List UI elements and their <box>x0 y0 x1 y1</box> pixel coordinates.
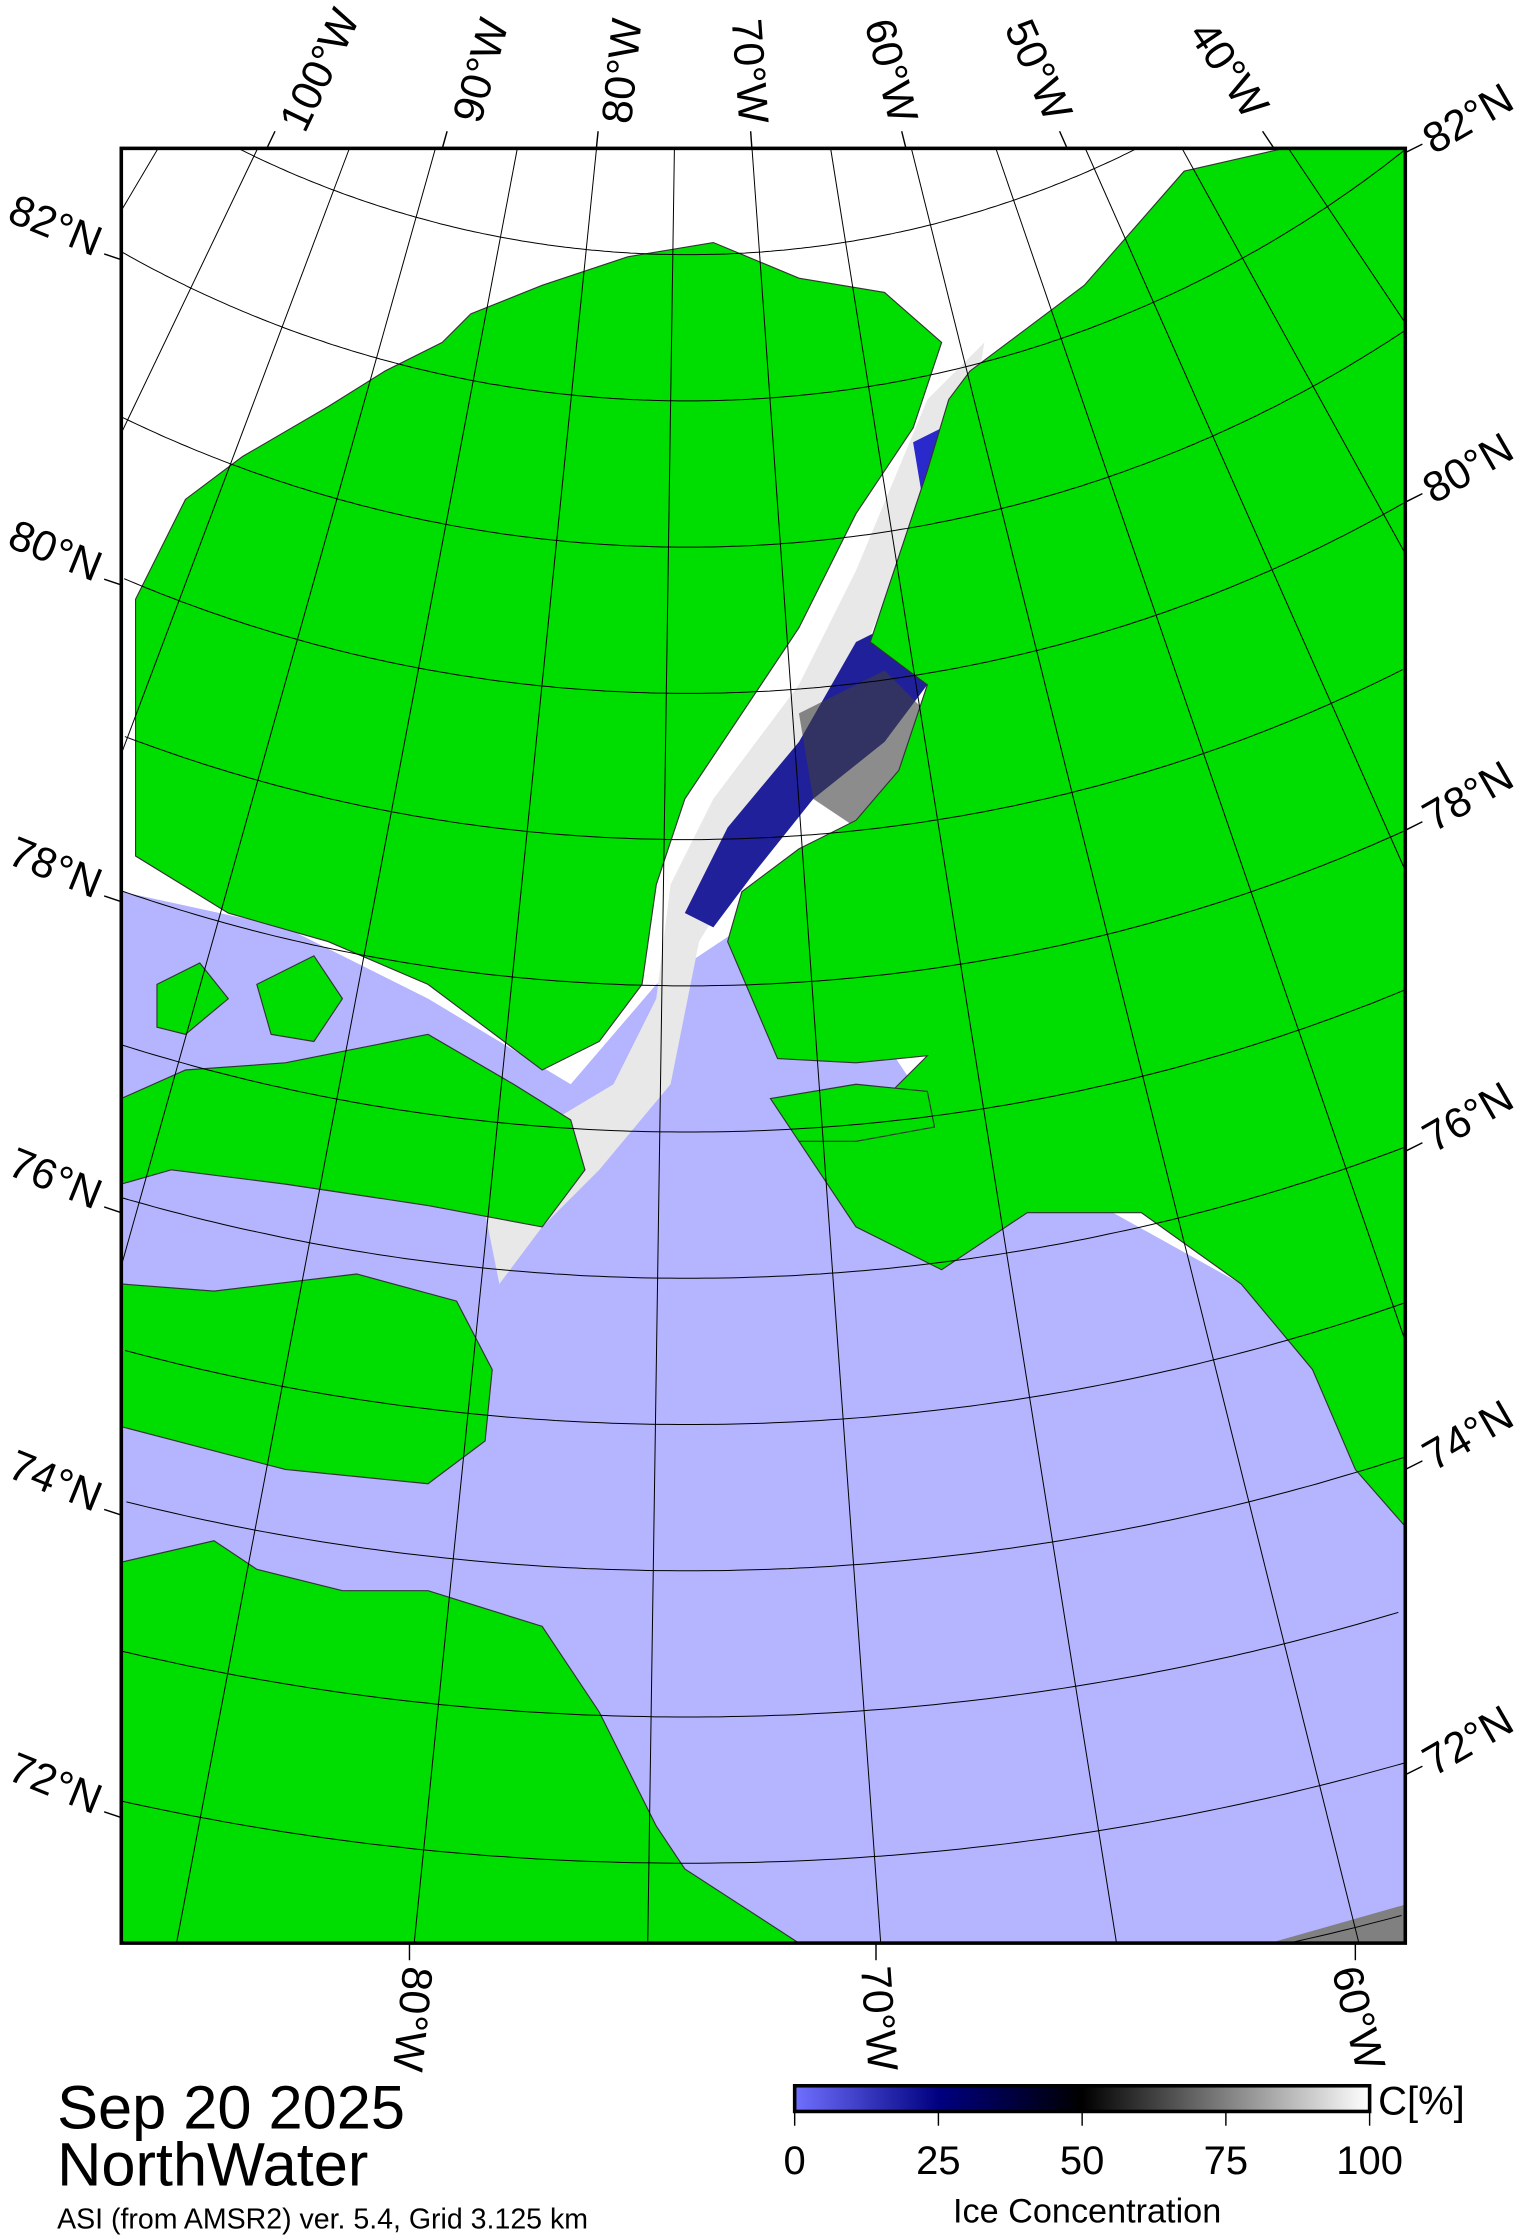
land-greenland-peninsula <box>769 1083 936 1142</box>
land-small-island <box>256 955 344 1043</box>
graticule-tick <box>103 1206 122 1214</box>
graticule-tick <box>103 1508 122 1516</box>
longitude-label-top: 80°W <box>593 16 651 126</box>
product-subtitle: ASI (from AMSR2) ver. 5.4, Grid 3.125 km <box>57 2203 588 2235</box>
colorbar-label: Ice Concentration <box>953 2193 1221 2231</box>
longitude-line <box>121 148 159 211</box>
longitude-label-top: 100°W <box>270 1 369 139</box>
map-area <box>121 148 1406 1944</box>
longitude-line <box>121 148 259 434</box>
latitude-label-right: 82°N <box>1415 74 1522 163</box>
graticule-tick <box>1404 821 1423 831</box>
longitude-label-top: 90°W <box>444 13 519 128</box>
colorbar-unit: C[%] <box>1378 2079 1465 2123</box>
longitude-label-bottom: 80°W <box>383 1964 441 2074</box>
longitude-label-top: 70°W <box>722 17 777 126</box>
latitude-line <box>121 148 1406 402</box>
nares-strait-ice <box>485 342 985 1284</box>
latitude-line <box>123 502 1404 694</box>
latitude-label-left: 78°N <box>2 828 109 908</box>
latitude-line <box>237 148 1139 256</box>
latitude-label-right: 80°N <box>1415 424 1522 513</box>
land-small-island <box>156 962 230 1035</box>
latitude-line <box>122 829 1406 987</box>
latitude-line <box>121 989 1406 1133</box>
land-somerset-region <box>121 1273 493 1485</box>
graticule-tick <box>441 131 448 149</box>
longitude-label-top: 50°W <box>995 12 1082 128</box>
latitude-line <box>126 1456 1405 1572</box>
graticule-tick <box>749 131 753 149</box>
graticule-tick <box>1404 1460 1423 1471</box>
graticule-tick <box>103 1811 122 1819</box>
graticule <box>121 148 1406 1944</box>
longitude-line <box>910 148 1360 1944</box>
longitude-line <box>751 148 882 1944</box>
latitude-label-left: 74°N <box>2 1441 109 1521</box>
latitude-label-left: 76°N <box>2 1139 109 1219</box>
latitude-line <box>124 669 1403 841</box>
latitude-line <box>121 1146 1406 1279</box>
longitude-label-top: 60°W <box>855 14 927 128</box>
graticule-tick <box>900 131 907 149</box>
graticule-tick <box>1058 130 1068 149</box>
graticule-tick <box>1404 143 1423 154</box>
graticule-tick <box>103 895 122 903</box>
latitude-label-right: 78°N <box>1415 752 1522 841</box>
colorbar-tick-label: 0 <box>784 2139 806 2183</box>
region-title: NorthWater <box>57 2130 368 2199</box>
longitude-line <box>413 148 598 1944</box>
colorbar-tick-label: 75 <box>1204 2139 1248 2183</box>
colorbar-tick-label: 50 <box>1060 2139 1104 2183</box>
longitude-line <box>176 148 518 1944</box>
latitude-label-left: 82°N <box>2 186 109 266</box>
longitude-line <box>1288 148 1406 324</box>
latitude-label-left: 72°N <box>2 1744 109 1824</box>
graticule-tick <box>1404 492 1423 503</box>
latitude-line <box>121 329 1406 548</box>
longitude-label-bottom: 60°W <box>1322 1961 1394 2075</box>
longitude-line <box>830 148 1118 1944</box>
colorbar-tick-label: 100 <box>1336 2139 1403 2183</box>
latitude-label-left: 80°N <box>2 511 109 591</box>
latitude-label-right: 72°N <box>1415 1696 1522 1785</box>
latitude-line <box>122 1762 1406 1864</box>
longitude-line <box>1181 148 1406 554</box>
graticule-tick <box>1404 1142 1423 1152</box>
graticule-tick <box>266 130 276 149</box>
land-baffin-island <box>121 1540 801 1944</box>
longitude-line <box>1084 148 1406 871</box>
map-frame <box>119 146 1408 1945</box>
colorbar <box>792 2083 1372 2114</box>
graticule-tick <box>1404 1765 1423 1776</box>
date-title: Sep 20 2025 <box>57 2073 405 2142</box>
longitude-label-bottom: 70°W <box>851 1964 906 2073</box>
graticule-tick <box>595 131 599 149</box>
longitude-line <box>995 148 1406 1342</box>
latitude-label-right: 76°N <box>1415 1073 1522 1162</box>
longitude-line <box>121 148 436 1267</box>
graticule-tick <box>103 253 122 261</box>
latitude-line <box>125 1302 1405 1426</box>
latitude-line <box>1286 1914 1402 1944</box>
land-devon-island <box>121 1033 586 1228</box>
longitude-line <box>121 148 350 755</box>
latitude-label-right: 74°N <box>1415 1391 1522 1480</box>
graticule-tick <box>1261 130 1275 149</box>
graticule-tick <box>103 578 122 586</box>
colorbar-tick-label: 25 <box>916 2139 960 2183</box>
land-ellesmere-island <box>134 241 943 1071</box>
latitude-line <box>122 1611 1399 1718</box>
longitude-line <box>647 148 675 1944</box>
colorbar-ticks: 0 25 50 75 100 <box>784 2111 1403 2183</box>
longitude-label-top: 40°W <box>1179 13 1278 128</box>
